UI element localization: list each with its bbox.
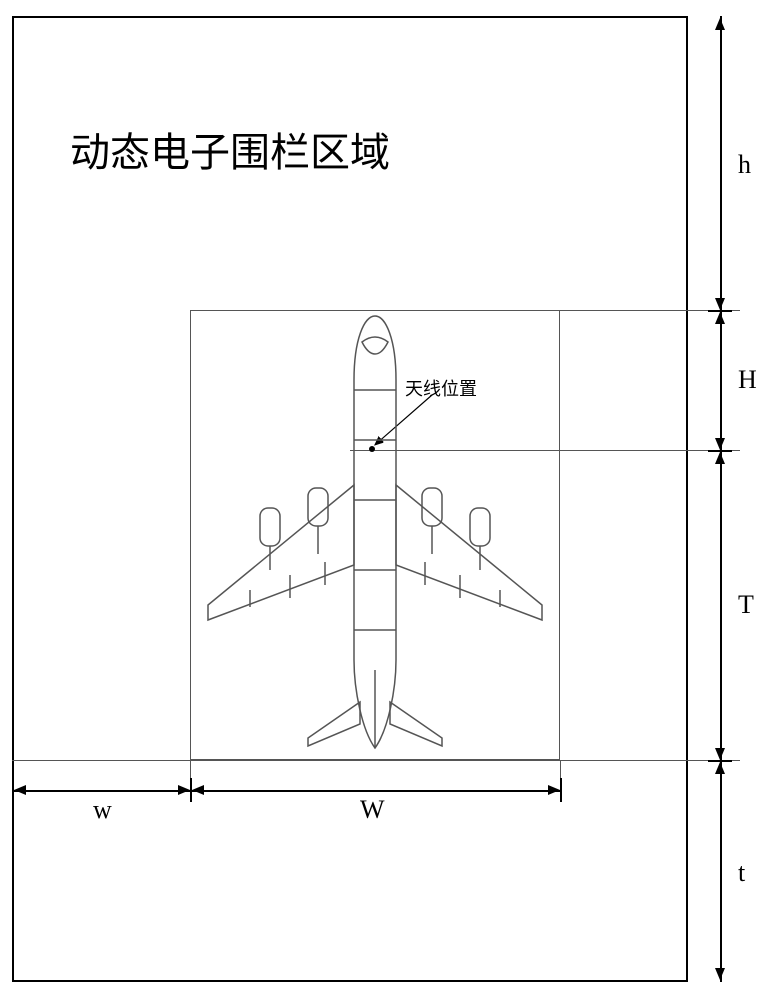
aircraft-icon — [190, 310, 560, 760]
